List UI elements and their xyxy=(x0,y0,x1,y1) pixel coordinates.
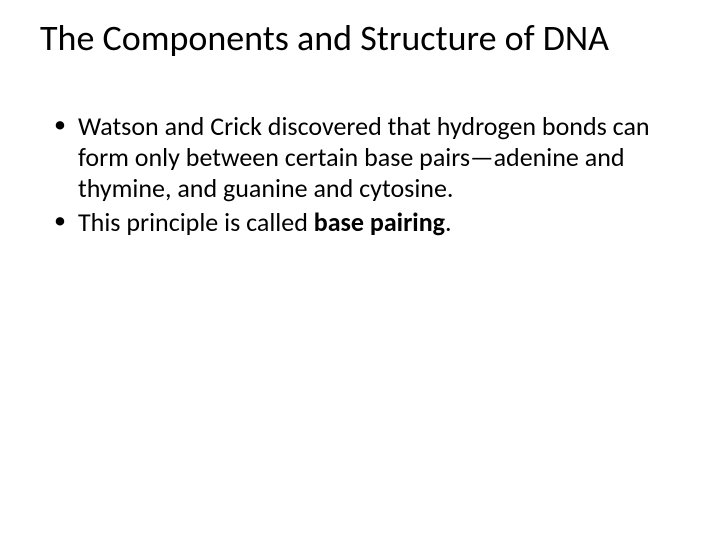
list-item: This principle is called base pairing. xyxy=(48,207,680,238)
list-item: Watson and Crick discovered that hydroge… xyxy=(48,111,680,203)
slide: The Components and Structure of DNA Wats… xyxy=(0,0,720,540)
slide-body: Watson and Crick discovered that hydroge… xyxy=(40,111,680,238)
bullet-text-bold: base pairing xyxy=(314,206,445,238)
bullet-text-pre: Watson and Crick discovered that hydroge… xyxy=(78,110,650,203)
bullet-text-post: . xyxy=(445,206,452,238)
bullet-text-pre: This principle is called xyxy=(78,206,314,238)
slide-title: The Components and Structure of DNA xyxy=(40,18,680,59)
bullet-list: Watson and Crick discovered that hydroge… xyxy=(48,111,680,238)
